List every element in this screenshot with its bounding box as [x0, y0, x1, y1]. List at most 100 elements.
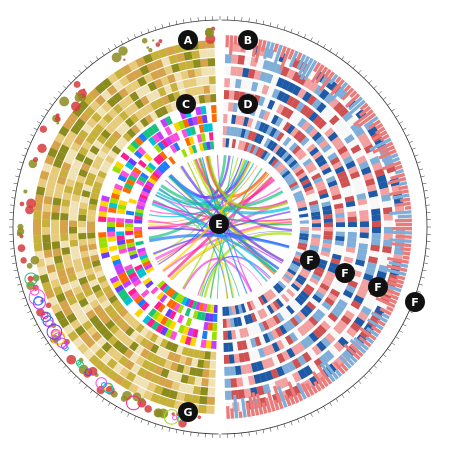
heatmap-cell-left: [165, 103, 174, 114]
rainbow-cell-left: [144, 280, 154, 289]
heatmap-cell-left: [118, 355, 129, 367]
heatmap-cell-left: [135, 355, 146, 367]
heatmap-cell-right: [356, 192, 367, 201]
scatter-point: [23, 189, 28, 194]
heatmap-cell-right: [287, 178, 297, 186]
heatmap-cell-right: [354, 187, 366, 195]
rainbow-cell-left: [134, 223, 143, 227]
heatmap-cell-right: [353, 149, 365, 160]
rainbow-cell-left: [177, 120, 186, 130]
heatmap-cell-right: [247, 130, 254, 141]
heatmap-cell-right: [243, 55, 252, 66]
heatmap-cell-left: [106, 346, 118, 358]
heatmap-cell-right: [383, 220, 393, 227]
heatmap-cell-right: [369, 250, 380, 258]
heatmap-cell-left: [54, 310, 66, 322]
heatmap-cell-right: [303, 304, 313, 315]
heatmap-cell-left: [150, 70, 160, 81]
heatmap-cell-left: [183, 51, 193, 61]
heatmap-cell-right: [278, 324, 288, 335]
rainbow-cell-left: [188, 309, 195, 318]
rainbow-cell-left: [118, 199, 128, 207]
heatmap-cell-left: [77, 342, 89, 355]
heatmap-cell-right: [356, 289, 367, 299]
rainbow-cell-left: [103, 184, 113, 193]
rainbow-cell-left: [149, 174, 159, 182]
heatmap-cell-left: [76, 174, 86, 184]
heatmap-cell-left: [72, 336, 84, 349]
tick: [161, 425, 164, 430]
heatmap-cell-right: [327, 292, 338, 302]
heatmap-cell-right: [307, 165, 317, 174]
rainbow-cell-left: [210, 340, 217, 349]
heatmap-cell-left: [112, 339, 124, 351]
heatmap-cell-left: [51, 234, 60, 242]
heatmap-cell-left: [63, 185, 74, 194]
heatmap-cell-left: [150, 100, 160, 111]
rainbow-cell-left: [128, 198, 138, 205]
heatmap-cell-left: [178, 382, 188, 393]
rainbow-cell-left: [208, 313, 214, 322]
heatmap-cell-left: [190, 86, 199, 96]
heatmap-cell-right: [337, 106, 349, 118]
heatmap-cell-left: [37, 178, 48, 188]
heatmap-cell-right: [258, 334, 266, 345]
heatmap-cell-right: [327, 131, 339, 142]
histogram-bar-right: [395, 234, 412, 239]
heatmap-cell-left: [100, 299, 111, 310]
heatmap-cell-left: [34, 194, 44, 204]
heatmap-cell-right: [243, 351, 251, 362]
histogram-bar-right: [272, 385, 284, 410]
heatmap-cell-right: [279, 310, 289, 320]
heatmap-cell-left: [172, 353, 182, 363]
rainbow-cell-left: [123, 296, 134, 307]
heatmap-cell-right: [321, 143, 332, 154]
rainbow-cell-left: [166, 146, 174, 156]
heatmap-cell-left: [108, 150, 118, 160]
tick: [101, 398, 105, 403]
heatmap-cell-right: [336, 170, 347, 179]
heatmap-cell-left: [69, 220, 78, 227]
rainbow-cell-left: [195, 143, 201, 153]
rainbow-cell-left: [137, 270, 147, 279]
heatmap-cell-left: [115, 318, 126, 329]
rainbow-cell-left: [134, 136, 144, 146]
rainbow-cell-left: [98, 237, 107, 244]
histogram-bar-right: [379, 133, 390, 142]
histogram-bar-right: [267, 42, 275, 58]
rainbow-cell-left: [195, 106, 202, 116]
heatmap-cell-right: [351, 176, 362, 185]
heatmap-cell-right: [263, 292, 271, 302]
rainbow-cell-left: [212, 123, 218, 132]
histogram-bar-right: [310, 64, 325, 83]
tick: [335, 398, 339, 403]
heatmap-cell-left: [195, 77, 204, 86]
rainbow-cell-left: [153, 301, 163, 311]
tick: [405, 134, 410, 137]
heatmap-cell-left: [44, 288, 55, 300]
histogram-bar-right: [402, 251, 411, 256]
heatmap-cell-left: [104, 139, 115, 150]
scatter-point: [26, 262, 33, 269]
heatmap-cell-left: [72, 187, 82, 196]
bubble: [40, 311, 52, 323]
tick: [420, 175, 425, 178]
heatmap-cell-right: [254, 323, 262, 334]
heatmap-cell-left: [118, 344, 129, 355]
heatmap-cell-right: [336, 124, 348, 135]
heatmap-cell-left: [107, 369, 119, 382]
rainbow-cell-left: [140, 274, 150, 282]
scatter-point: [141, 37, 148, 44]
histogram-bar-right: [368, 119, 381, 130]
tick: [418, 168, 423, 171]
heatmap-cell-right: [224, 390, 232, 400]
heatmap-cell-left: [118, 99, 129, 110]
rainbow-cell-left: [196, 134, 203, 143]
heatmap-cell-right: [379, 187, 390, 196]
rainbow-cell-left: [200, 312, 206, 321]
heatmap-cell-right: [346, 326, 358, 338]
heatmap-cell-left: [86, 293, 97, 304]
rainbow-cell-left: [99, 200, 109, 208]
rainbow-cell-left: [181, 316, 189, 326]
heatmap-cell-left: [208, 378, 216, 387]
